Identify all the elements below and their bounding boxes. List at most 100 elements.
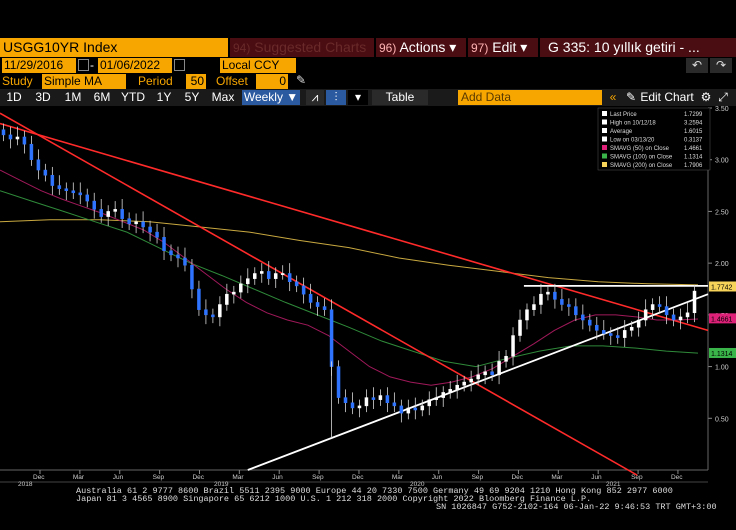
period-label: Period (138, 74, 173, 88)
timeframe-1y[interactable]: 1Y (156, 90, 172, 104)
price-tag-label: 1.4661 (711, 316, 733, 323)
candle-body (183, 257, 187, 266)
ticker-field[interactable]: USGG10YR Index (0, 38, 228, 57)
legend-label: SMAVG (100) on Close (610, 155, 673, 161)
actions-label: Actions ▾ (399, 39, 457, 55)
candle-body (490, 371, 494, 376)
x-tick-label: Dec (33, 474, 45, 481)
timeframe-1d[interactable]: 1D (6, 90, 22, 104)
collapse-icon[interactable]: « (609, 90, 617, 104)
redo-icon[interactable]: ↷ (710, 58, 732, 73)
legend-swatch (602, 136, 607, 142)
x-tick-label: Dec (352, 474, 364, 481)
x-tick-label: Jun (591, 474, 602, 481)
edit-chart-button[interactable]: Edit Chart (640, 90, 694, 104)
timeframe-6m[interactable]: 6M (93, 90, 111, 104)
start-date-input[interactable]: 11/29/2016 (2, 58, 76, 73)
candle-body (434, 397, 438, 400)
candle-body (57, 185, 62, 189)
legend-label: Average (610, 129, 633, 135)
candle-body (92, 200, 96, 210)
study-value: Simple MA (44, 74, 103, 88)
legend-value: 1.7906 (684, 163, 703, 169)
candle-body (50, 174, 55, 186)
edit-menu[interactable]: 97) Edit ▾ (468, 38, 538, 57)
year-label: 2018 (18, 481, 33, 488)
x-tick-label: Dec (671, 474, 683, 481)
footer-contacts-2: Japan 81 3 4565 8900 Singapore 65 6212 1… (76, 494, 592, 504)
candle-body (43, 169, 48, 176)
calendar-icon[interactable] (78, 59, 89, 71)
candle-body (574, 306, 578, 316)
candle-body (127, 218, 131, 225)
suggested-charts-label: Suggested Charts (254, 39, 367, 55)
settings-icon[interactable]: ⚙ (700, 90, 712, 104)
add-data-input[interactable]: Add Data (458, 90, 602, 105)
range-dash: - (90, 58, 94, 72)
x-tick-label: Sep (312, 474, 324, 481)
pencil-icon[interactable]: ✎ (626, 90, 637, 104)
expand-icon[interactable]: ⤢ (718, 90, 728, 104)
period-input[interactable]: 50 (186, 74, 206, 89)
end-date-input[interactable]: 01/06/2022 (98, 58, 172, 73)
candle-body (497, 361, 501, 376)
study-select[interactable]: Simple MA (42, 74, 126, 89)
offset-input[interactable]: 0 (256, 74, 288, 89)
candle-body (260, 271, 264, 274)
frequency-select[interactable]: Weekly ▼ (242, 90, 300, 105)
candle-body (71, 190, 76, 194)
menu-number: 94) (233, 41, 251, 55)
candle-body (308, 293, 313, 303)
legend-box (597, 107, 711, 171)
candle-body (657, 304, 662, 307)
candle-body (64, 188, 69, 191)
y-tick-label: 2.00 (715, 261, 729, 268)
legend-label: SMAVG (50) on Close (610, 146, 670, 152)
bar-chart-icon[interactable]: ⫶ (326, 90, 346, 105)
x-tick-label: Dec (192, 474, 204, 481)
timeframe-1m[interactable]: 1M (64, 90, 82, 104)
y-tick-label: 0.50 (715, 416, 729, 423)
candle-body (246, 278, 250, 285)
candle-body (176, 254, 180, 259)
line-chart-icon[interactable]: ⩘ (306, 90, 324, 105)
candle-body (476, 374, 480, 380)
table-button[interactable]: Table (372, 90, 428, 105)
candle-body (595, 324, 599, 331)
candle-body (232, 291, 236, 295)
x-tick-label: Sep (472, 474, 484, 481)
edit-label: Edit ▾ (492, 39, 528, 55)
candle-body (636, 319, 641, 328)
legend-label: Last Price (610, 112, 637, 118)
candle-body (441, 392, 445, 398)
year-label: 2020 (410, 481, 425, 488)
candle-body (553, 291, 557, 300)
timeframe-ytd[interactable]: YTD (121, 90, 145, 104)
pencil-icon[interactable]: ✎ (296, 73, 307, 87)
x-tick-label: Sep (153, 474, 165, 481)
legend-swatch (602, 153, 607, 159)
candle-body (148, 226, 152, 233)
candle-body (546, 291, 550, 295)
timeframe-5y[interactable]: 5Y (184, 90, 200, 104)
candle-body (169, 250, 173, 256)
candle-body (8, 134, 13, 140)
timeframe-3d[interactable]: 3D (35, 90, 51, 104)
legend-swatch (602, 128, 607, 133)
x-tick-label: Mar (551, 474, 563, 481)
candle-body (427, 399, 432, 407)
candle-body (371, 397, 376, 400)
currency-select[interactable]: Local CCY (220, 58, 296, 73)
chevron-down-icon[interactable]: ▾ (348, 90, 368, 105)
candle-body (602, 330, 606, 334)
actions-menu[interactable]: 96) Actions ▾ (376, 38, 466, 57)
undo-icon[interactable]: ↶ (686, 58, 708, 73)
legend-value: 1.1314 (684, 155, 703, 161)
price-tag (709, 313, 736, 324)
candle-body (350, 402, 355, 409)
candle-body (211, 314, 215, 318)
candle-body (134, 221, 138, 225)
suggested-charts-menu[interactable]: 94) Suggested Charts (230, 38, 374, 57)
calendar-icon[interactable] (174, 59, 185, 71)
timeframe-max[interactable]: Max (211, 90, 235, 104)
